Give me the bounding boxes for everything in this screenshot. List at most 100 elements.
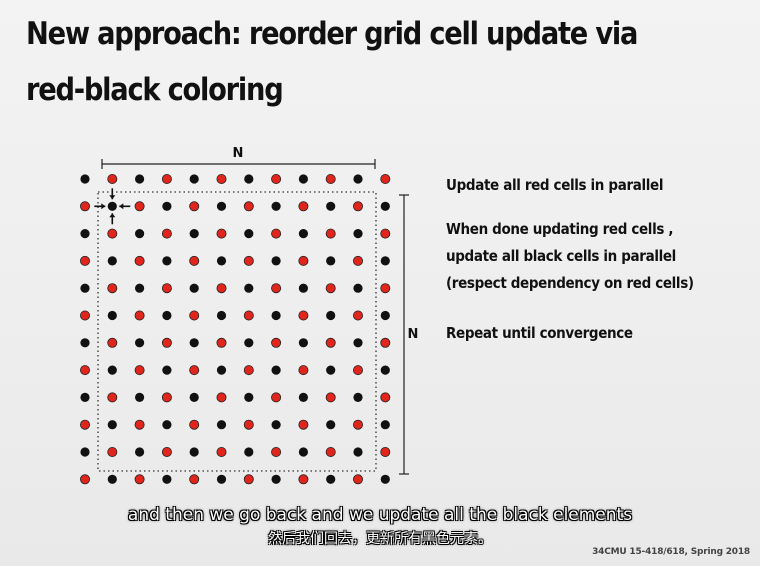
black-cell <box>353 229 363 239</box>
red-cell <box>271 173 282 184</box>
red-cell <box>161 173 172 184</box>
red-cell <box>380 337 391 348</box>
red-cell <box>352 365 363 376</box>
red-cell <box>380 446 391 457</box>
black-cell <box>244 229 254 239</box>
neighbor-dependency-arrows <box>94 188 131 225</box>
red-cell <box>80 474 91 485</box>
red-cell <box>189 201 200 212</box>
black-cell <box>326 201 336 211</box>
black-cell <box>271 474 281 484</box>
red-cell <box>161 283 172 294</box>
black-cell <box>135 392 145 402</box>
red-cell <box>189 419 200 430</box>
black-cell <box>189 174 199 184</box>
bullet-list: Update all red cells in parallel When do… <box>446 172 746 347</box>
arrow-from-left <box>94 203 106 210</box>
black-cell <box>135 229 145 239</box>
black-cell <box>107 474 117 484</box>
black-cell <box>271 256 281 266</box>
black-cell <box>244 174 254 184</box>
black-cell <box>298 174 308 184</box>
red-cell <box>161 337 172 348</box>
slide-title-line-1: New approach: reorder grid cell update v… <box>26 16 638 52</box>
red-cell <box>189 310 200 321</box>
red-cell <box>216 446 227 457</box>
black-cell <box>189 338 199 348</box>
red-cell <box>216 392 227 403</box>
bullet-repeat: Repeat until convergence <box>446 320 743 347</box>
black-cell <box>189 283 199 293</box>
black-cell <box>380 201 390 211</box>
red-cell <box>298 474 309 485</box>
black-cell <box>107 201 117 211</box>
black-cell <box>380 474 390 484</box>
red-cell <box>80 419 91 430</box>
black-cell <box>135 283 145 293</box>
red-cell <box>271 392 282 403</box>
black-cell <box>326 310 336 321</box>
red-cell <box>325 283 336 294</box>
red-cell <box>216 173 227 184</box>
red-cell <box>298 310 309 321</box>
red-cell <box>80 255 91 266</box>
red-cell <box>107 446 118 457</box>
black-cell <box>162 256 172 266</box>
black-cell <box>298 229 308 239</box>
black-cell <box>162 420 172 430</box>
red-cell <box>216 283 227 294</box>
black-cell <box>80 338 90 348</box>
red-cell <box>243 255 254 266</box>
black-cell <box>189 392 199 402</box>
red-cell <box>352 474 363 485</box>
black-cell <box>162 474 172 484</box>
black-cell <box>216 201 227 211</box>
red-cell <box>189 474 200 485</box>
red-cell <box>243 201 254 212</box>
arrow-from-top <box>109 188 116 200</box>
red-cell <box>352 419 363 430</box>
black-cell <box>135 174 145 184</box>
red-cell <box>352 310 363 321</box>
red-cell <box>107 337 118 348</box>
black-cell <box>216 420 227 430</box>
black-cell <box>353 447 363 457</box>
red-cell <box>380 228 391 239</box>
red-cell <box>161 392 172 403</box>
bullet-update-black: When done updating red cells , update al… <box>446 216 743 297</box>
black-cell <box>162 201 172 211</box>
black-cell <box>353 174 363 184</box>
black-cell <box>298 338 308 348</box>
black-cell <box>80 392 90 402</box>
bullet-3-line-1: Repeat until convergence <box>446 324 633 342</box>
red-cell <box>107 228 118 239</box>
black-cell <box>107 310 117 321</box>
subtitle-chinese: 然后我们回去，更新所有黑色元素。 <box>268 531 492 547</box>
black-cell <box>271 201 281 211</box>
black-cell <box>216 310 227 321</box>
red-cell <box>107 283 118 294</box>
red-cell <box>189 365 200 376</box>
subtitle-english: and then we go back and we update all th… <box>127 505 633 525</box>
black-cell <box>162 365 172 375</box>
black-cell <box>107 365 117 375</box>
black-cell <box>326 365 336 375</box>
red-cell <box>243 365 254 376</box>
black-cell <box>80 447 90 457</box>
black-cell <box>298 392 308 402</box>
black-cell <box>216 365 227 375</box>
red-cell <box>80 201 91 212</box>
black-cell <box>326 420 336 430</box>
red-cell <box>107 392 118 403</box>
black-cell <box>244 338 254 348</box>
black-cell <box>380 256 390 266</box>
red-cell <box>243 474 254 485</box>
black-cell <box>271 310 281 321</box>
red-cell <box>271 337 282 348</box>
black-cell <box>380 420 390 430</box>
black-cell <box>216 256 227 266</box>
black-cell <box>80 174 90 184</box>
black-cell <box>107 420 117 430</box>
red-cell <box>161 446 172 457</box>
